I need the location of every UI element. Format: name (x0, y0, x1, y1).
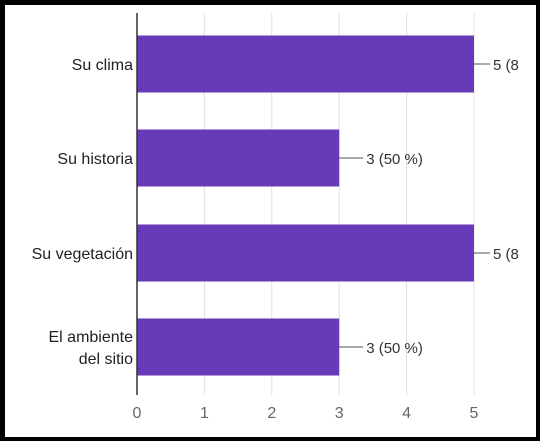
category-label-line: El ambiente (49, 329, 134, 346)
x-tick-label-3: 3 (335, 405, 344, 422)
bar-0 (137, 35, 474, 93)
category-label-line: del sitio (79, 351, 133, 368)
category-label-3: El ambiente del sitio (49, 329, 134, 368)
bar-1 (137, 129, 340, 187)
data-label-2: 5 (8 (493, 246, 519, 263)
category-label-0: Su clima (72, 57, 133, 74)
data-label-3: 3 (50 %) (366, 340, 423, 357)
bar-2 (137, 224, 474, 282)
chart-frame: Su clima Su historia Su vegetación El ambie… (5, 5, 536, 437)
bar-3 (137, 318, 340, 376)
data-label-0: 5 (8 (493, 57, 519, 74)
x-tick-label-0: 0 (133, 405, 142, 422)
bar-chart: Su clima Su historia Su vegetación El ambie… (32, 13, 519, 422)
category-label-line: Su historia (57, 151, 133, 168)
x-tick-label-2: 2 (267, 405, 276, 422)
x-tick-label-1: 1 (200, 405, 209, 422)
x-tick-label-5: 5 (470, 405, 479, 422)
category-label-1: Su historia (57, 151, 133, 168)
category-label-line: Su vegetación (32, 246, 133, 263)
x-tick-label-4: 4 (402, 405, 411, 422)
data-label-1: 3 (50 %) (366, 151, 423, 168)
category-label-2: Su vegetación (32, 246, 133, 263)
category-label-line: Su clima (72, 57, 133, 74)
